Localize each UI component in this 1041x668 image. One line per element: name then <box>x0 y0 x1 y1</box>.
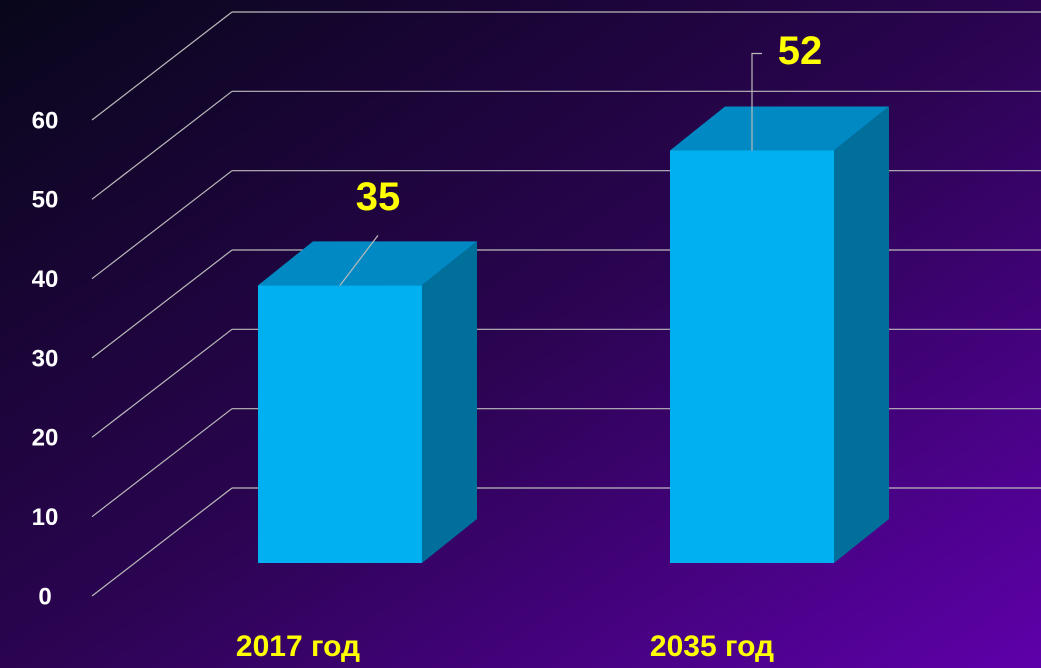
y-tick-label: 40 <box>32 266 59 293</box>
y-tick-label: 20 <box>32 425 59 452</box>
y-tick-label: 10 <box>32 504 59 531</box>
y-tick-label: 60 <box>32 107 59 134</box>
y-tick-label: 30 <box>32 345 59 372</box>
leader-line <box>751 52 762 151</box>
grid-diagonal <box>91 90 233 200</box>
y-tick-label: 0 <box>38 583 51 610</box>
x-tick-label: 2035 год <box>650 630 774 663</box>
value-label: 52 <box>778 29 823 73</box>
value-label: 35 <box>356 175 401 219</box>
bar <box>258 285 422 563</box>
x-tick-label: 2017 год <box>236 630 360 663</box>
bar-top <box>258 241 477 286</box>
grid-diagonal <box>91 249 233 359</box>
grid-diagonal <box>91 408 233 518</box>
grid-diagonal <box>91 487 233 597</box>
grid-diagonal <box>91 11 233 121</box>
grid-diagonal <box>91 170 233 280</box>
bar <box>670 150 834 563</box>
leader-line <box>339 234 379 286</box>
grid-diagonal <box>91 328 233 438</box>
bar-side <box>422 241 477 564</box>
y-tick-label: 50 <box>32 187 59 214</box>
bar-top <box>670 106 889 151</box>
bar-side <box>834 106 889 563</box>
